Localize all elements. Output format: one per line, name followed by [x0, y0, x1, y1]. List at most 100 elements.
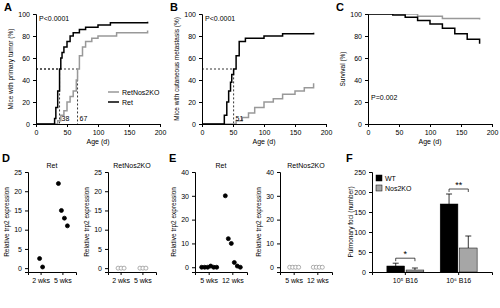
tick: 0 — [98, 265, 108, 272]
tick-label: 5 — [98, 246, 102, 253]
tick: 80 — [22, 33, 36, 40]
tick-mark — [326, 124, 327, 127]
tick-label: 60 — [354, 55, 362, 62]
panel-label: E — [169, 152, 176, 164]
median-label: 51 — [236, 115, 244, 122]
annotation: P=0.002 — [371, 94, 397, 101]
tick-label: 150 — [124, 129, 136, 136]
tick: 25 — [14, 169, 28, 176]
y-axis-title: Relative trp2 expression — [255, 187, 263, 257]
median-label: 38 — [62, 115, 70, 122]
tick-mark — [121, 272, 122, 275]
tick-mark — [192, 196, 195, 197]
plot-area — [200, 194, 243, 269]
y-axis: 0510152025 — [94, 169, 108, 273]
tick-mark — [192, 172, 195, 173]
panel: 020406080100050100150200BMice with cutan… — [170, 1, 332, 146]
axis-line — [369, 173, 373, 273]
tick-mark — [25, 191, 28, 192]
bar — [440, 204, 458, 272]
error-stem — [468, 236, 469, 248]
tick: 0 — [185, 264, 195, 271]
tick: 50 — [230, 124, 238, 136]
legend-swatch — [108, 91, 119, 93]
axis-line — [192, 173, 196, 273]
x-axis: 2 wks5 wks — [29, 272, 77, 284]
tick-mark — [461, 124, 462, 127]
tick-mark — [365, 36, 368, 37]
point — [229, 241, 233, 245]
tick-label: 20 — [22, 99, 30, 106]
legend-label: Ret — [122, 99, 133, 106]
tick-mark — [192, 243, 195, 244]
tick: 100 — [184, 11, 202, 18]
tick-label: 80 — [22, 33, 30, 40]
point — [226, 237, 230, 241]
tick-label: 20 — [188, 99, 196, 106]
tick-label: 100 — [184, 11, 196, 18]
point — [144, 266, 148, 270]
axis-line — [365, 15, 369, 125]
tick: 60 — [22, 55, 36, 62]
tick-mark — [25, 268, 28, 269]
tick-mark — [199, 124, 202, 125]
tick: 100 — [259, 124, 271, 136]
tick-mark — [160, 124, 161, 127]
tick-mark — [277, 267, 280, 268]
tick-label: 40 — [22, 77, 30, 84]
tick: 100 — [350, 11, 368, 18]
tick-mark — [369, 272, 372, 273]
significance: * — [404, 249, 408, 259]
tick: 20 — [188, 99, 202, 106]
tick: 80 — [188, 33, 202, 40]
tick: 200 — [354, 189, 372, 196]
tick: 150 — [354, 209, 372, 216]
y-axis-title: Survival (%) — [339, 51, 347, 86]
tick-mark — [105, 210, 108, 211]
error-cap — [393, 263, 399, 264]
tick-mark — [430, 124, 431, 127]
tick-mark — [105, 172, 108, 173]
tick: 20 — [14, 188, 28, 195]
tick-label: 20 — [94, 188, 102, 195]
tick-mark — [277, 196, 280, 197]
tick: 5 wks — [200, 272, 218, 284]
tick-mark — [405, 272, 406, 275]
tick-mark — [369, 212, 372, 213]
y-axis-title: Relative trp2 expression — [83, 187, 91, 257]
tick-label: 200 — [155, 129, 167, 136]
panel-label: B — [170, 1, 178, 13]
tick-mark — [105, 268, 108, 269]
tick-mark — [67, 124, 68, 127]
y-axis: 010203040 — [181, 169, 195, 273]
tick-label: 200 — [321, 129, 333, 136]
tick: 50 — [396, 124, 404, 136]
tick: 50 — [358, 249, 372, 256]
tick-label: 60 — [188, 55, 196, 62]
tick: 60 — [354, 55, 368, 62]
tick: 60 — [188, 55, 202, 62]
legend-swatch — [108, 101, 119, 103]
y-axis: 0510152025 — [14, 169, 28, 273]
y-axis-title: Pulmonary foci (number) — [347, 186, 355, 257]
tick: 0 — [270, 264, 280, 271]
tick-mark — [199, 80, 202, 81]
tick: 20 — [266, 216, 280, 223]
tick-label: 30 — [266, 193, 274, 200]
tick: 100 — [93, 124, 105, 136]
tick: 5 — [18, 246, 28, 253]
tick: 0 — [358, 121, 368, 128]
series-line — [36, 31, 148, 125]
y-axis: 050100150200250 — [354, 169, 372, 276]
tick-label: 200 — [354, 189, 366, 196]
tick-label: 20 — [266, 216, 274, 223]
point — [215, 265, 219, 269]
axis-line — [199, 15, 203, 125]
title: Ret — [47, 162, 58, 169]
tick: 40 — [266, 169, 280, 176]
plot-area — [288, 265, 325, 269]
tick-mark — [365, 102, 368, 103]
legend-swatch — [376, 175, 382, 181]
tick-mark — [192, 267, 195, 268]
tick: 0 — [26, 121, 36, 128]
